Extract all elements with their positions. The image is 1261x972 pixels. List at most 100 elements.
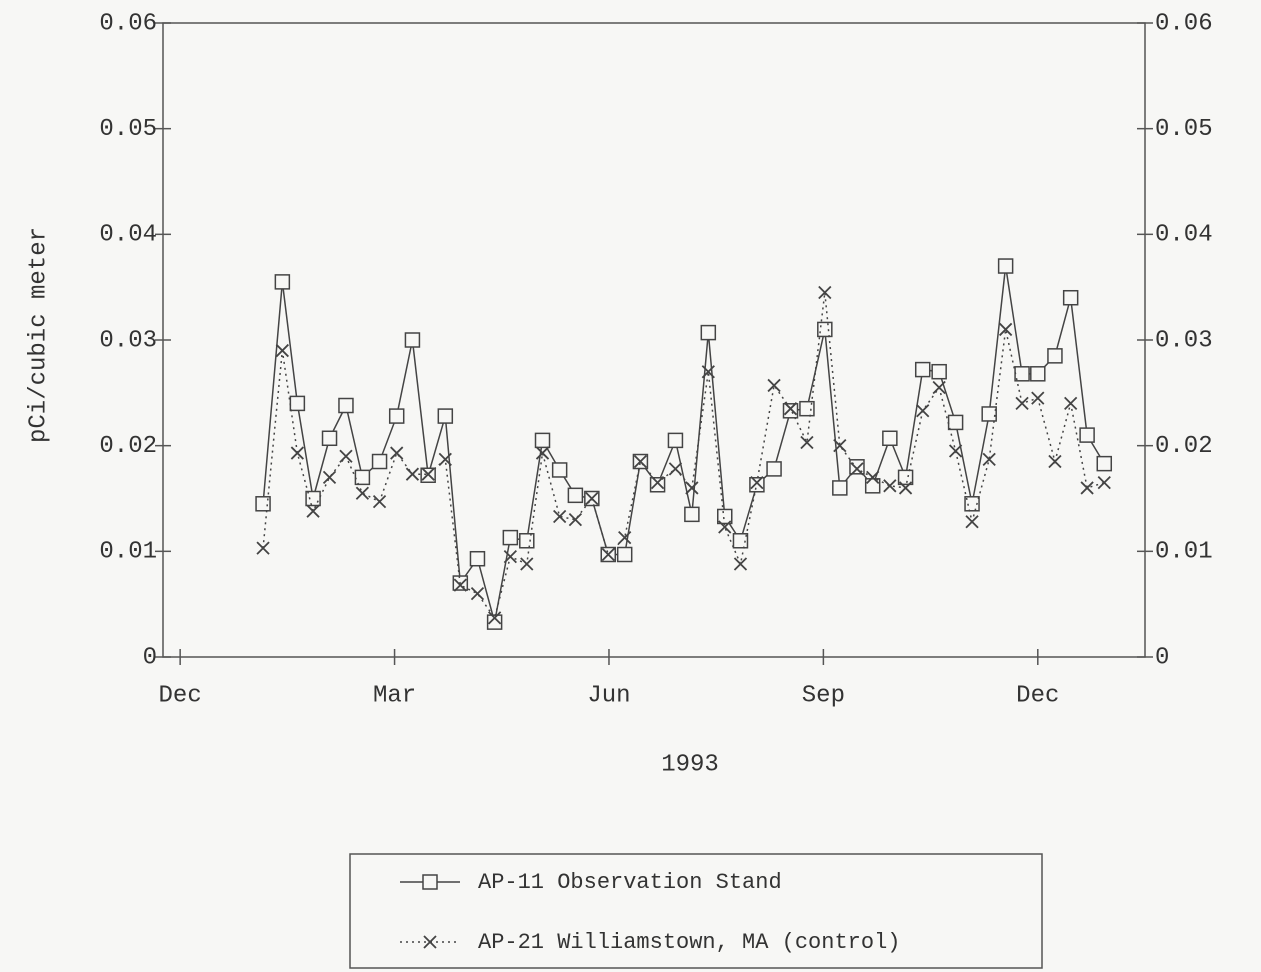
y2-tick-label: 0.02: [1155, 433, 1213, 460]
marker-x: [1097, 476, 1111, 490]
marker-x: [405, 467, 420, 481]
y-tick-label: 0.04: [99, 222, 157, 249]
y-tick-label: 0: [143, 644, 157, 671]
marker-x: [1080, 481, 1094, 495]
marker-x: [568, 512, 583, 527]
y-tick-label: 0.03: [99, 327, 157, 354]
marker-square: [649, 477, 666, 493]
y2-tick-label: 0.06: [1155, 10, 1213, 37]
marker-x: [783, 402, 798, 416]
marker-square: [897, 469, 914, 486]
marker-square: [732, 533, 749, 549]
marker-square: [289, 395, 306, 412]
y2-tick-label: 0: [1155, 644, 1169, 671]
marker-x: [339, 449, 353, 463]
marker-square: [782, 403, 799, 419]
marker-x: [750, 476, 764, 490]
marker-x: [965, 515, 979, 529]
marker-square: [931, 363, 947, 380]
marker-square: [997, 258, 1014, 274]
marker-square: [1079, 427, 1095, 443]
marker-x: [535, 446, 550, 460]
legend-marker: [422, 874, 438, 890]
marker-square: [305, 490, 321, 507]
marker-square: [469, 550, 486, 567]
marker-square: [882, 430, 898, 447]
x-tick-label: Sep: [802, 682, 845, 709]
y2-tick-label: 0.01: [1155, 539, 1213, 566]
marker-square: [502, 529, 519, 546]
series-line: [262, 292, 1105, 620]
marker-x: [1048, 454, 1062, 469]
y-axis-label: pCi/cubic meter: [25, 227, 52, 443]
marker-x: [306, 504, 320, 518]
marker-x: [503, 549, 517, 564]
marker-square: [947, 414, 964, 431]
marker-x: [618, 530, 632, 545]
marker-x: [372, 495, 387, 509]
x-tick-label: Dec: [1016, 682, 1059, 709]
marker-square: [864, 478, 881, 494]
marker-x: [355, 486, 370, 500]
marker-square: [964, 496, 980, 512]
marker-x: [322, 470, 337, 485]
marker-x: [256, 541, 270, 555]
marker-x: [1064, 396, 1078, 411]
marker-square: [354, 469, 371, 486]
marker-x: [650, 476, 665, 490]
y-tick-label: 0.06: [99, 10, 157, 37]
marker-x: [585, 491, 599, 506]
marker-square: [799, 400, 815, 417]
marker-x: [932, 380, 946, 395]
marker-square: [981, 406, 997, 422]
legend-marker: [423, 935, 437, 949]
marker-square: [684, 506, 700, 523]
marker-square: [534, 432, 551, 449]
marker-x: [553, 509, 567, 524]
y-tick-label: 0.02: [99, 433, 157, 460]
marker-x: [883, 479, 897, 493]
marker-x: [685, 481, 699, 495]
marker-square: [766, 461, 782, 477]
marker-square: [437, 408, 454, 424]
marker-x: [601, 547, 615, 562]
marker-square: [667, 432, 684, 449]
marker-square: [700, 324, 717, 341]
marker-x: [390, 446, 404, 460]
marker-square: [914, 361, 931, 378]
marker-x: [800, 435, 814, 450]
marker-x: [520, 557, 534, 571]
marker-x: [1015, 396, 1029, 411]
y2-tick-label: 0.05: [1155, 116, 1213, 143]
marker-square: [567, 487, 584, 504]
marker-square: [1062, 289, 1079, 306]
marker-x: [487, 611, 502, 625]
marker-x: [833, 439, 847, 453]
x-tick-label: Jun: [587, 682, 630, 709]
marker-x: [718, 520, 732, 534]
marker-x: [898, 481, 913, 495]
marker-square: [749, 477, 765, 493]
x-tick-label: Dec: [159, 682, 202, 709]
marker-square: [551, 462, 568, 478]
marker-x: [701, 365, 715, 379]
series-line: [262, 265, 1105, 623]
marker-square: [1096, 455, 1113, 472]
marker-square: [404, 332, 421, 348]
marker-x: [982, 452, 996, 467]
x-tick-label: Mar: [373, 682, 416, 709]
marker-square: [1047, 348, 1063, 364]
marker-x: [767, 378, 781, 393]
marker-x: [470, 586, 485, 601]
marker-x: [668, 462, 683, 476]
legend-label: AP-11 Observation Stand: [478, 870, 782, 895]
legend-label: AP-21 Williamstown, MA (control): [478, 930, 900, 955]
marker-x: [633, 454, 648, 469]
marker-square: [274, 274, 291, 290]
marker-square: [832, 480, 848, 496]
marker-x: [421, 467, 435, 481]
marker-square: [817, 321, 833, 338]
y-tick-label: 0.01: [99, 539, 157, 566]
marker-square: [388, 408, 405, 424]
